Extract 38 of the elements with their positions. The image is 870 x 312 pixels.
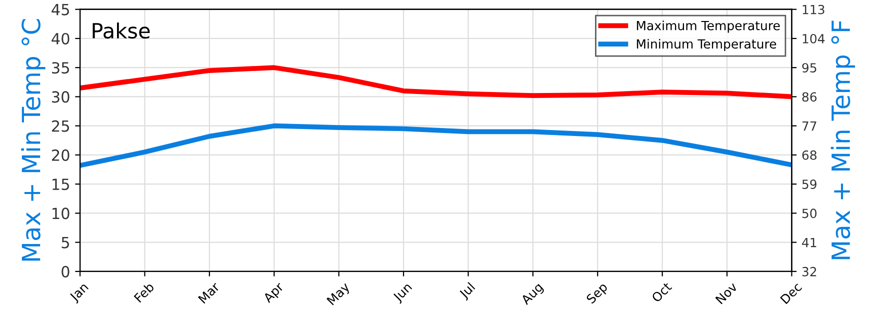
y2-tick-label: 68 xyxy=(802,150,816,160)
y-tick-label: 10 xyxy=(52,208,70,220)
legend-label: Maximum Temperature xyxy=(636,20,780,33)
x-tick-label: Jun xyxy=(392,282,414,304)
x-tick-label: Jul xyxy=(458,282,477,301)
y-tick-label: 45 xyxy=(52,4,69,16)
y-tick-label: 0 xyxy=(62,266,70,278)
x-tick-label: Aug xyxy=(520,282,546,307)
y-tick-label: 15 xyxy=(52,178,69,190)
x-tick-label: Dec xyxy=(780,282,802,304)
line-series xyxy=(80,123,792,168)
y-tick-label: 40 xyxy=(52,32,70,44)
y-tick-label: 30 xyxy=(52,91,70,103)
y2-axis-title: Max + Min Temp °F xyxy=(830,20,856,260)
y-tick-label: 5 xyxy=(62,236,69,248)
y-axis-title: Max + Min Temp °C xyxy=(21,19,46,261)
x-tick-label: Feb xyxy=(134,282,155,303)
y2-tick-label: 95 xyxy=(802,63,816,73)
x-tick-label: Apr xyxy=(262,281,286,305)
x-tick-label: Jan xyxy=(68,282,90,304)
x-tick-label: Sep xyxy=(586,282,610,306)
legend-label: Minimum Temperature xyxy=(636,38,776,52)
y2-tick-label: 113 xyxy=(802,4,824,14)
text: Pakse xyxy=(92,22,150,39)
y2-tick-label: 86 xyxy=(802,92,817,102)
y2-tick-label: 50 xyxy=(802,208,816,218)
x-tick-label: Nov xyxy=(715,282,738,304)
y-tick-label: 35 xyxy=(52,62,69,74)
y2-tick-label: 59 xyxy=(802,180,816,190)
y-tick-label: 20 xyxy=(52,149,70,161)
y2-tick-label: 77 xyxy=(802,121,816,131)
y2-tick-label: 41 xyxy=(802,238,816,248)
x-tick-label: Mar xyxy=(198,281,220,304)
y-tick-label: 25 xyxy=(52,120,69,132)
y2-tick-label: 104 xyxy=(802,34,825,44)
y2-tick-label: 32 xyxy=(802,266,816,276)
line-series xyxy=(80,65,792,100)
x-tick-label: Oct xyxy=(651,282,672,303)
